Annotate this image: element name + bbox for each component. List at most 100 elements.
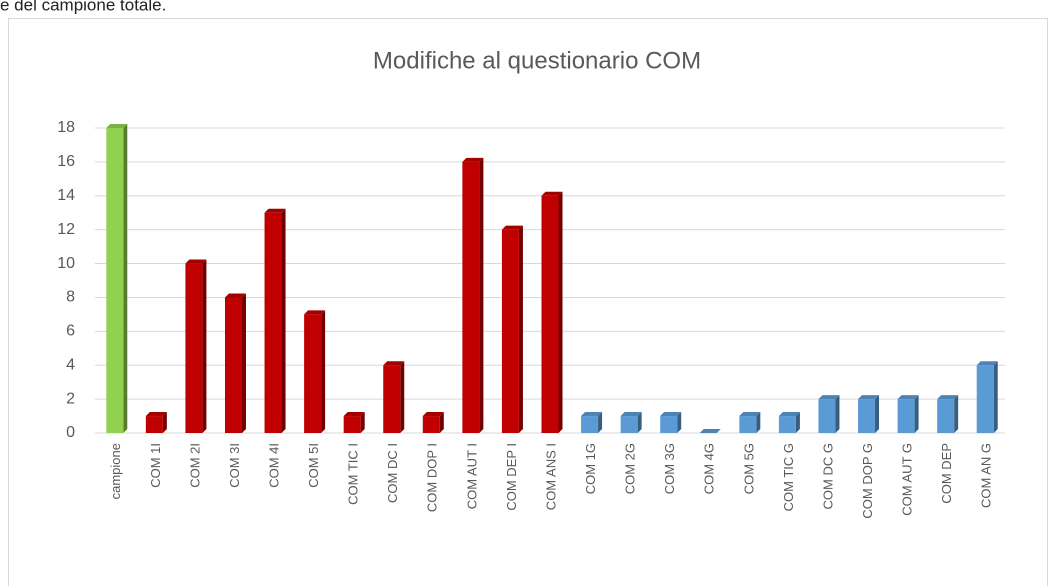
bar-side bbox=[677, 412, 682, 433]
bar-top bbox=[897, 395, 919, 400]
bar-top bbox=[581, 412, 603, 417]
x-tick-label: COM 2I bbox=[187, 443, 202, 488]
chart-frame bbox=[8, 18, 1048, 586]
bar-top bbox=[224, 293, 246, 298]
bar-top bbox=[145, 412, 167, 417]
x-tick-label: COM 2G bbox=[623, 443, 638, 494]
bar-top bbox=[541, 191, 563, 196]
bar-side bbox=[241, 293, 246, 433]
bar bbox=[581, 416, 599, 433]
bar-top bbox=[462, 157, 484, 162]
x-tick-label: COM DC G bbox=[820, 443, 835, 509]
bar bbox=[778, 416, 796, 433]
bar-side bbox=[835, 395, 840, 433]
bar bbox=[897, 399, 915, 433]
bar bbox=[937, 399, 955, 433]
x-tick-label: COM 5G bbox=[741, 443, 756, 494]
x-tick-label: COM DC I bbox=[385, 443, 400, 503]
x-tick-label: COM DOP I bbox=[425, 443, 440, 512]
bar bbox=[501, 229, 519, 433]
y-tick-label: 8 bbox=[66, 289, 75, 306]
y-tick-label: 4 bbox=[66, 356, 75, 373]
bar-top bbox=[383, 361, 405, 366]
bar-top bbox=[976, 361, 998, 366]
bar-top bbox=[660, 412, 682, 417]
bar-side bbox=[875, 395, 880, 433]
bar-side bbox=[321, 310, 326, 433]
bar-side bbox=[281, 208, 286, 433]
x-tick-label: COM AN G bbox=[979, 443, 994, 508]
bar-side bbox=[598, 412, 603, 433]
bar bbox=[422, 416, 440, 433]
bar-top bbox=[818, 395, 840, 400]
x-tick-label: COM 4G bbox=[702, 443, 717, 494]
bar bbox=[541, 195, 559, 433]
bar bbox=[145, 416, 163, 433]
bar bbox=[343, 416, 361, 433]
bar-side bbox=[479, 157, 484, 433]
bar-side bbox=[756, 412, 761, 433]
bar bbox=[304, 314, 322, 433]
bar bbox=[462, 161, 480, 433]
bar-top bbox=[620, 412, 642, 417]
bar-side bbox=[439, 412, 444, 433]
bar bbox=[976, 365, 994, 433]
x-tick-label: campione bbox=[108, 443, 123, 499]
y-tick-label: 12 bbox=[57, 221, 75, 238]
bar-top bbox=[778, 412, 800, 417]
bar-top bbox=[185, 259, 207, 264]
x-tick-label: COM 1G bbox=[583, 443, 598, 494]
y-tick-label: 0 bbox=[66, 424, 75, 441]
bar-side bbox=[637, 412, 642, 433]
y-tick-label: 16 bbox=[57, 153, 75, 170]
bar-side bbox=[202, 259, 207, 433]
y-tick-label: 2 bbox=[66, 390, 75, 407]
bar-top bbox=[304, 310, 326, 315]
bar bbox=[106, 128, 124, 433]
bar bbox=[185, 263, 203, 433]
x-tick-label: COM TIC I bbox=[346, 443, 361, 505]
bar-side bbox=[993, 361, 998, 433]
bar bbox=[224, 297, 242, 433]
x-tick-label: COM 3I bbox=[227, 443, 242, 488]
chart-title: Modifiche al questionario COM bbox=[373, 47, 701, 74]
x-tick-label: COM DOP G bbox=[860, 443, 875, 519]
bar-top bbox=[739, 412, 761, 417]
x-tick-label: COM ANS I bbox=[543, 443, 558, 510]
y-tick-label: 10 bbox=[57, 255, 75, 272]
bar-top bbox=[937, 395, 959, 400]
bar-top bbox=[264, 208, 286, 213]
bar-top bbox=[106, 124, 128, 128]
x-tick-label: COM 4I bbox=[266, 443, 281, 488]
bar-side bbox=[123, 124, 128, 433]
bar-side bbox=[400, 361, 405, 433]
bar-top bbox=[699, 429, 721, 433]
y-tick-label: 6 bbox=[66, 323, 75, 340]
bar bbox=[858, 399, 876, 433]
bar bbox=[660, 416, 678, 433]
x-tick-label: COM 3G bbox=[662, 443, 677, 494]
bar-side bbox=[162, 412, 167, 433]
x-tick-label: COM DEP bbox=[939, 443, 954, 504]
bar bbox=[620, 416, 638, 433]
x-tick-label: COM AUT I bbox=[464, 443, 479, 509]
bar bbox=[383, 365, 401, 433]
bar bbox=[739, 416, 757, 433]
bar-side bbox=[795, 412, 800, 433]
y-tick-label: 14 bbox=[57, 187, 75, 204]
bar-side bbox=[518, 225, 523, 433]
bar-top bbox=[343, 412, 365, 417]
bar-top bbox=[422, 412, 444, 417]
bar-side bbox=[558, 191, 563, 433]
bar bbox=[818, 399, 836, 433]
bar-side bbox=[360, 412, 365, 433]
bar-side bbox=[954, 395, 959, 433]
bar-top bbox=[501, 225, 523, 230]
bar bbox=[264, 212, 282, 433]
bar-side bbox=[914, 395, 919, 433]
x-tick-label: COM AUT G bbox=[900, 443, 915, 516]
y-tick-label: 18 bbox=[57, 119, 75, 136]
x-tick-label: COM 5I bbox=[306, 443, 321, 488]
x-tick-label: COM DEP I bbox=[504, 443, 519, 511]
